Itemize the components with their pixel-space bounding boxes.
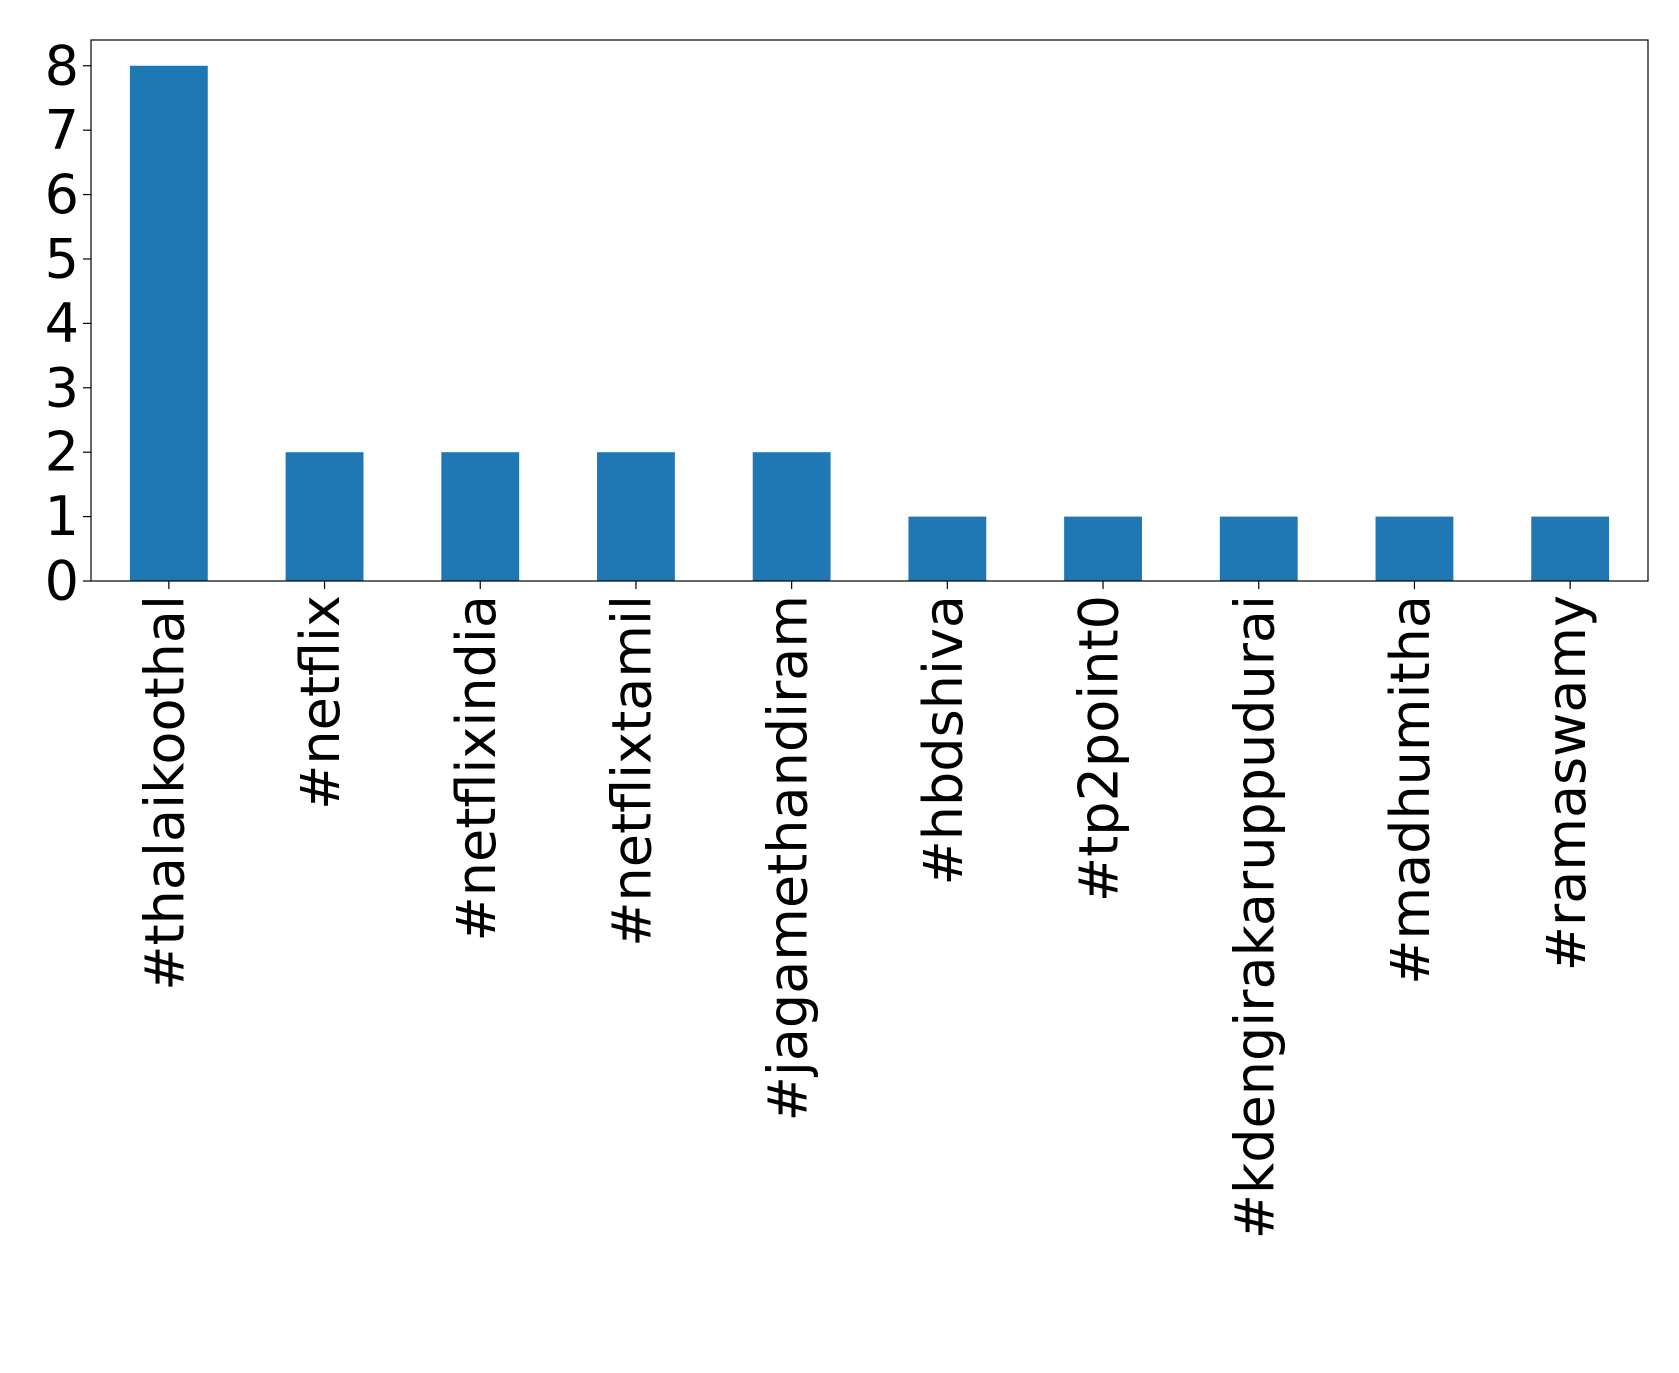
x-tick-label: #tp2point0	[1068, 595, 1131, 902]
bar	[285, 452, 364, 581]
y-tick-label: 4	[45, 292, 79, 355]
y-tick-label: 7	[45, 99, 79, 162]
bar	[1219, 516, 1298, 581]
y-tick-label: 5	[45, 227, 79, 290]
y-tick-label: 0	[45, 550, 79, 613]
x-tick-label: #ramaswamy	[1535, 595, 1598, 971]
y-tick-label: 2	[45, 421, 79, 484]
bar	[1064, 516, 1142, 581]
bar	[597, 452, 675, 581]
x-tick-label: #thalaikoothal	[133, 595, 196, 991]
x-tick-label: #jagamethandiram	[756, 595, 819, 1121]
plot-frame	[90, 39, 1649, 582]
bar	[441, 452, 520, 581]
y-tick-label: 6	[45, 163, 79, 226]
x-tick-label: #netflix	[289, 595, 352, 810]
y-tick-label: 8	[45, 34, 79, 97]
y-tick-label: 1	[45, 485, 79, 548]
x-tick-label: #hbdshiva	[912, 595, 975, 885]
bar	[1375, 516, 1454, 581]
x-tick-label: #netflixtamil	[601, 595, 664, 947]
bar	[908, 516, 987, 581]
x-tick-label: #netflixindia	[445, 595, 508, 941]
bar	[752, 452, 831, 581]
bar	[1531, 516, 1610, 581]
x-tick-label: #madhumitha	[1379, 595, 1442, 985]
y-tick-label: 3	[45, 356, 79, 419]
x-tick-label: #kdengirakaruppudurai	[1223, 595, 1286, 1239]
bar	[129, 65, 208, 581]
